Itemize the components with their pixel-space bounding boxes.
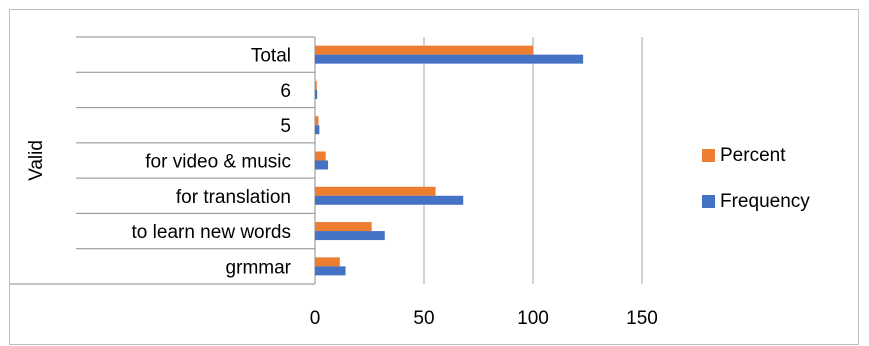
category-label: grmmar [226, 257, 292, 278]
bars [315, 45, 584, 276]
legend-label-frequency: Frequency [720, 191, 810, 212]
legend-swatch-percent [702, 149, 715, 162]
gridlines [314, 37, 643, 284]
category-label: 6 [280, 81, 291, 102]
x-tick-label: 100 [517, 308, 549, 329]
bar-frequency-grmmar [315, 266, 346, 276]
category-label: for translation [176, 187, 291, 208]
legend-label-percent: Percent [720, 145, 786, 166]
bar-percent-6 [315, 80, 317, 90]
bar-percent-for-video-music [315, 151, 326, 161]
bar-percent-to-learn-new-words [315, 222, 372, 232]
bar-percent-for-translation [315, 186, 436, 196]
chart-frame: grmmar to learn new words for translation f… [9, 9, 859, 345]
bar-percent-grmmar [315, 257, 340, 267]
bar-frequency-6 [315, 89, 318, 99]
category-label: Total [251, 46, 291, 67]
bar-percent-total [315, 45, 533, 55]
x-tick-labels: 0 50 100 150 [310, 308, 658, 329]
bar-percent-5 [315, 116, 319, 126]
x-tick-label: 50 [413, 308, 434, 329]
bar-chart: grmmar to learn new words for translation f… [10, 36, 810, 329]
category-labels: grmmar to learn new words for translation f… [132, 46, 292, 279]
bar-frequency-for-video-music [315, 160, 329, 170]
bar-frequency-5 [315, 125, 320, 135]
legend: Percent Frequency [702, 145, 810, 212]
category-label: 5 [280, 116, 291, 137]
x-tick-label: 0 [310, 308, 321, 329]
category-label: for video & music [145, 152, 291, 173]
legend-swatch-frequency [702, 195, 715, 208]
bar-frequency-total [315, 54, 584, 64]
bar-frequency-to-learn-new-words [315, 231, 385, 241]
bar-frequency-for-translation [315, 195, 464, 205]
category-label: to learn new words [132, 222, 291, 243]
y-axis-label: Valid [26, 140, 47, 181]
x-tick-label: 150 [626, 308, 658, 329]
